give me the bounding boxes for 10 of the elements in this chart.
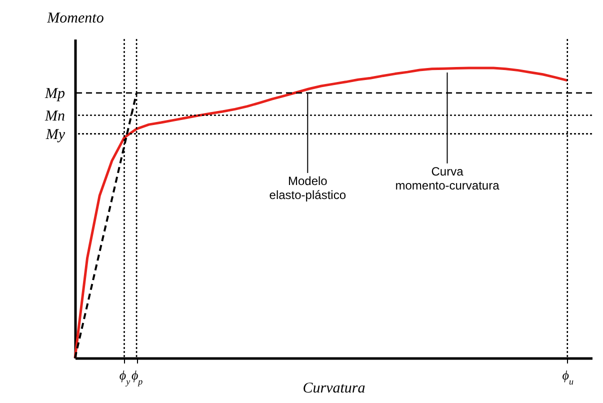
y-axis-title: Momento <box>46 10 104 26</box>
annotation: Modelo elasto-plástico <box>269 174 346 202</box>
ref-line-label: Mp <box>44 86 66 102</box>
ref-line-label: Mn <box>44 108 65 124</box>
annotation: Curva momento-curvatura <box>395 164 500 192</box>
x-tick-label: ϕ$_{u}$ <box>562 368 574 386</box>
x-tick-label: ϕ$_{y}$ <box>119 368 130 386</box>
x-axis-title: Curvatura <box>302 380 366 396</box>
x-tick-label: ϕ$_{p}$ <box>131 368 144 386</box>
ref-line-label: My <box>44 126 66 143</box>
